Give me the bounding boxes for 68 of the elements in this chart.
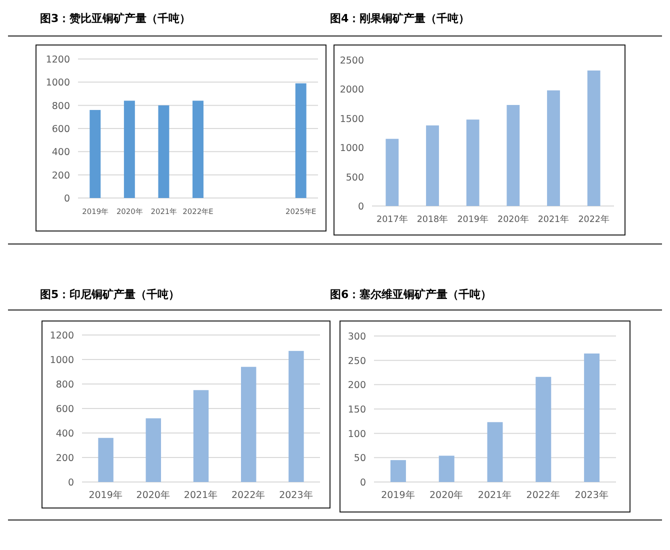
x-tick-label: 2023年: [574, 489, 609, 501]
bar: [584, 354, 600, 482]
y-tick-label: 0: [64, 194, 70, 204]
y-tick-label: 1000: [46, 78, 70, 89]
bar: [146, 418, 162, 482]
x-tick-label: 2021年: [478, 489, 512, 501]
x-tick-label: 2022年: [526, 489, 560, 501]
y-tick-label: 600: [52, 124, 70, 135]
y-tick-label: 2000: [340, 84, 364, 96]
y-tick-label: 2500: [340, 56, 364, 66]
bar: [192, 100, 204, 198]
y-tick-label: 200: [348, 380, 366, 392]
y-tick-label: 1200: [46, 54, 70, 66]
x-tick-label: 2022年: [232, 489, 266, 501]
chart-title: 图6：塞尔维亚铜矿产量（千吨）: [330, 288, 492, 301]
y-tick-label: 100: [348, 428, 366, 440]
x-tick-label: 2019年: [457, 214, 488, 225]
x-tick-label: 2020年: [430, 489, 464, 501]
y-tick-label: 1000: [50, 355, 74, 366]
bar: [587, 70, 600, 206]
bar: [288, 350, 304, 482]
bar: [124, 100, 135, 198]
bar: [426, 125, 439, 206]
y-tick-label: 600: [56, 404, 74, 415]
chart-title: 图3：赞比亚铜矿产量（千吨）: [40, 12, 191, 25]
bar: [295, 83, 306, 198]
y-tick-label: 200: [56, 453, 74, 464]
x-tick-label: 2019年: [88, 489, 123, 501]
y-tick-label: 300: [348, 332, 366, 342]
y-tick-label: 1000: [340, 143, 364, 154]
y-tick-label: 0: [358, 202, 364, 212]
x-tick-label: 2019年: [381, 489, 416, 501]
y-tick-label: 0: [360, 478, 366, 488]
y-tick-label: 400: [56, 428, 74, 440]
bar: [466, 120, 480, 206]
bar: [487, 422, 503, 482]
bar: [547, 90, 560, 206]
bar: [98, 438, 114, 482]
y-tick-label: 1200: [50, 330, 74, 342]
bar: [90, 110, 101, 198]
y-tick-label: 250: [348, 356, 366, 367]
bar: [193, 390, 209, 482]
y-tick-label: 800: [52, 100, 70, 112]
x-tick-label: 2023年: [279, 489, 314, 501]
x-tick-label: 2021年: [184, 489, 218, 501]
chart-title: 图4：刚果铜矿产量（千吨）: [330, 12, 470, 25]
x-tick-label: 2017年: [376, 214, 408, 225]
x-tick-label: 2018年: [416, 214, 448, 225]
y-tick-label: 800: [56, 380, 74, 390]
y-tick-label: 200: [52, 170, 70, 182]
chart-title: 图5：印尼铜矿产量（千吨）: [40, 288, 180, 301]
y-tick-label: 50: [354, 453, 366, 464]
x-tick-label: 2022年: [578, 214, 610, 225]
y-tick-label: 400: [52, 147, 70, 158]
bar: [536, 376, 552, 482]
x-tick-label: 2020年: [136, 489, 170, 501]
y-tick-label: 500: [346, 172, 364, 184]
y-tick-label: 150: [348, 404, 366, 416]
y-tick-label: 0: [68, 478, 74, 488]
bar: [390, 460, 406, 482]
x-tick-label: 2020年: [498, 214, 529, 225]
bar: [386, 138, 399, 206]
bar: [158, 105, 170, 198]
bar: [240, 366, 256, 482]
x-tick-label: 2021年: [538, 214, 570, 225]
y-tick-label: 1500: [340, 114, 364, 125]
bar: [506, 104, 520, 206]
bar: [438, 456, 454, 482]
